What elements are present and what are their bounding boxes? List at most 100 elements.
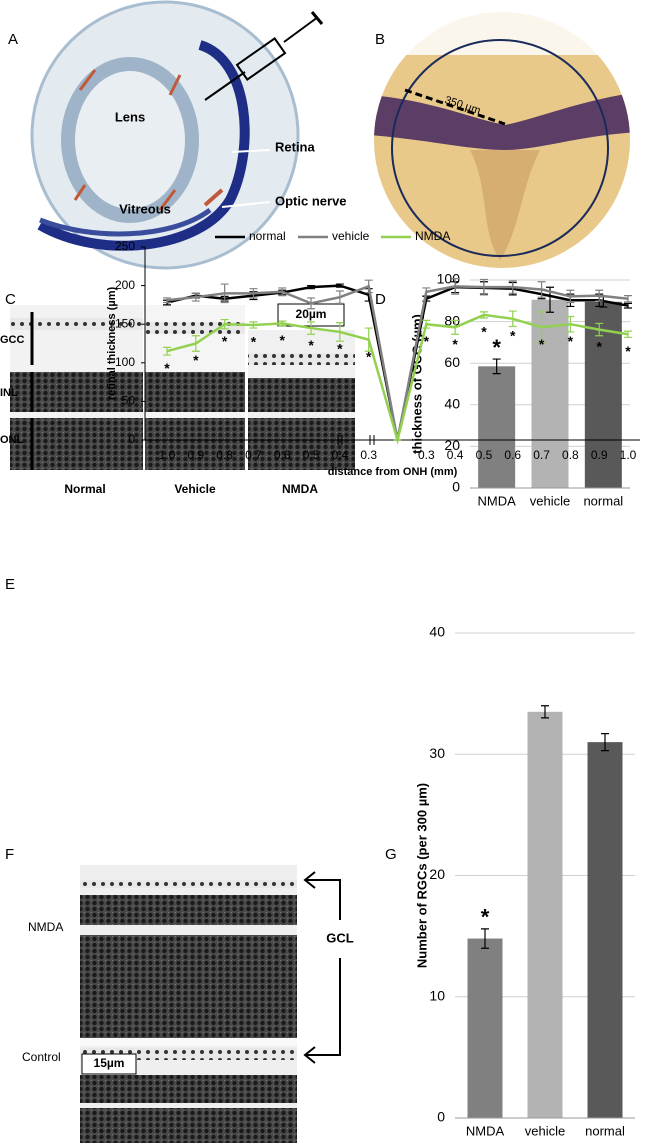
layer-label: GCL bbox=[326, 930, 354, 945]
x-tick-label: 0.5 bbox=[476, 448, 493, 462]
group-label: NMDA bbox=[282, 482, 318, 496]
x-tick-label: 0.4 bbox=[447, 448, 464, 462]
layer-label: INL bbox=[0, 387, 18, 399]
annotation: * bbox=[424, 333, 430, 349]
y-tick-label: 40 bbox=[444, 396, 460, 412]
outline bbox=[391, 39, 609, 257]
series-line bbox=[166, 313, 629, 445]
error-bar bbox=[492, 358, 501, 375]
x-tick-label: vehicle bbox=[525, 1123, 565, 1138]
x-tick-label: vehicle bbox=[530, 493, 570, 508]
y-tick-label: 0 bbox=[452, 479, 460, 495]
section-image bbox=[374, 12, 630, 268]
eye-label: Optic nerve bbox=[275, 193, 347, 208]
x-tick-label: 1.0 bbox=[159, 448, 176, 462]
y-tick-label: 250 bbox=[115, 239, 135, 253]
bar bbox=[527, 711, 563, 1118]
legend-label: vehicle bbox=[332, 229, 370, 243]
scale-line bbox=[404, 88, 506, 126]
x-tick-label: 0.8 bbox=[562, 448, 579, 462]
annotation: * bbox=[510, 327, 516, 343]
row-label: NMDA bbox=[28, 920, 63, 934]
error-bar bbox=[601, 733, 609, 752]
x-tick-label: 0.3 bbox=[418, 448, 435, 462]
x-tick-label: 0.6 bbox=[274, 448, 291, 462]
x-tick-label: NMDA bbox=[466, 1123, 505, 1138]
y-tick-label: 100 bbox=[437, 271, 461, 287]
x-tick-label: 1.0 bbox=[620, 448, 637, 462]
x-tick-label: 0.7 bbox=[533, 448, 550, 462]
annotation: * bbox=[366, 348, 372, 364]
x-tick-label: 0.9 bbox=[591, 448, 608, 462]
y-tick-label: 50 bbox=[122, 394, 136, 408]
x-tick-label: normal bbox=[585, 1123, 625, 1138]
y-tick-label: 20 bbox=[429, 866, 445, 882]
annotation: * bbox=[337, 341, 343, 357]
y-tick-label: 0 bbox=[437, 1109, 445, 1125]
y-tick-label: 60 bbox=[444, 354, 460, 370]
y-axis-label: Number of RGCs (per 300 µm) bbox=[414, 783, 429, 968]
layer-label: GCC bbox=[0, 334, 25, 346]
scale-label: 20µm bbox=[296, 307, 327, 321]
x-axis-label: distance from ONH (mm) bbox=[328, 466, 458, 478]
annotation: * bbox=[539, 336, 545, 352]
annotation: * bbox=[452, 336, 458, 352]
bar bbox=[467, 938, 503, 1118]
legend-label: normal bbox=[249, 229, 286, 243]
y-tick-label: 30 bbox=[429, 745, 445, 761]
x-tick-label: normal bbox=[583, 493, 623, 508]
legend-label: NMDA bbox=[415, 229, 450, 243]
y-tick-label: 20 bbox=[444, 437, 460, 453]
annotation: * bbox=[280, 332, 286, 348]
annotation: * bbox=[251, 334, 257, 350]
group-label: Vehicle bbox=[174, 482, 216, 496]
axis-break bbox=[337, 435, 343, 445]
y-tick-label: 100 bbox=[115, 355, 135, 369]
panel-label: D bbox=[375, 291, 386, 308]
eye-image bbox=[30, 0, 324, 270]
eye-label: Retina bbox=[275, 139, 316, 154]
annotation: * bbox=[222, 333, 228, 349]
y-tick-label: 200 bbox=[115, 278, 135, 292]
panel-label: E bbox=[5, 576, 15, 593]
x-tick-label: 0.4 bbox=[332, 448, 349, 462]
y-tick-label: 10 bbox=[429, 987, 445, 1003]
x-tick-label: 0.6 bbox=[504, 448, 521, 462]
axis-break bbox=[369, 435, 375, 445]
annotation: * bbox=[193, 352, 199, 368]
annotation: * bbox=[625, 343, 631, 359]
error-bar bbox=[541, 705, 549, 719]
x-tick-label: NMDA bbox=[478, 493, 517, 508]
x-tick-label: 0.8 bbox=[216, 448, 233, 462]
panel-label: G bbox=[385, 846, 397, 863]
eye-label: Lens bbox=[115, 109, 145, 124]
bar bbox=[587, 742, 623, 1118]
x-tick-label: 0.9 bbox=[187, 448, 204, 462]
annotation: * bbox=[481, 324, 487, 340]
bar bbox=[531, 299, 569, 488]
eye-label: Vitreous bbox=[119, 201, 171, 216]
group-label: Normal bbox=[64, 482, 105, 496]
scale-label: 15µm bbox=[94, 1056, 125, 1070]
y-tick-label: 0 bbox=[128, 432, 135, 446]
error-bar bbox=[481, 928, 489, 949]
panel-label: A bbox=[8, 31, 18, 48]
y-tick-label: 150 bbox=[115, 316, 135, 330]
panel-label: F bbox=[5, 846, 14, 863]
y-axis-label: retinal thickness (µm) bbox=[106, 287, 118, 401]
annotation: * bbox=[481, 905, 490, 930]
annotation: * bbox=[164, 360, 170, 376]
annotation: * bbox=[492, 335, 501, 360]
x-tick-label: 0.3 bbox=[360, 448, 377, 462]
annotation: * bbox=[308, 337, 314, 353]
row-label: Control bbox=[22, 1050, 61, 1064]
x-tick-label: 0.5 bbox=[303, 448, 320, 462]
y-tick-label: 40 bbox=[429, 624, 445, 640]
histology-image bbox=[10, 303, 355, 470]
panel-label: C bbox=[5, 291, 16, 308]
layer-label: ONL bbox=[0, 434, 24, 446]
annotation: * bbox=[596, 338, 602, 354]
panel-label: B bbox=[375, 31, 385, 48]
annotation: * bbox=[568, 333, 574, 349]
